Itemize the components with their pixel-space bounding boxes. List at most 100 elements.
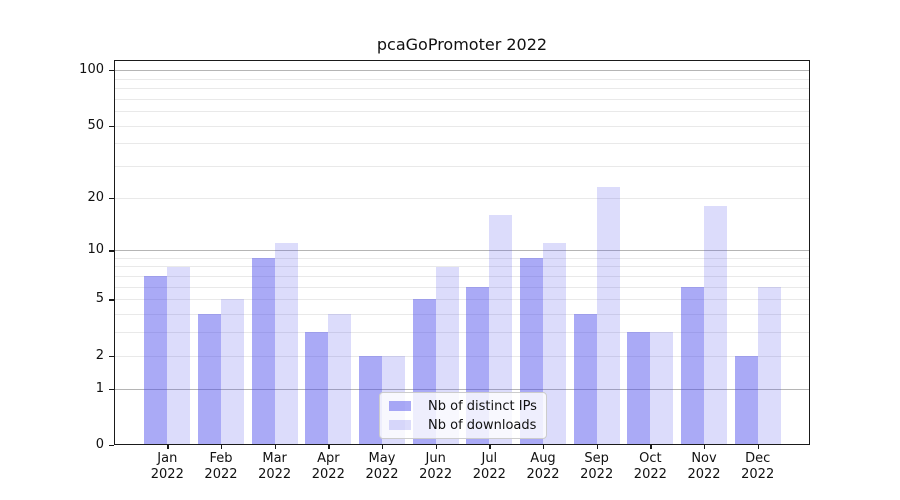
x-tick-label: Jan 2022 (135, 451, 199, 483)
y-tick-mark (109, 388, 114, 391)
bar-downloads (650, 332, 674, 445)
x-tick-year: 2022 (526, 467, 560, 482)
bar-distinct-ips (251, 257, 275, 445)
x-tick-month: Nov (691, 451, 717, 466)
bar-distinct-ips (681, 286, 705, 445)
y-tick-mark (109, 299, 114, 301)
y-tick-label: 5 (95, 291, 104, 307)
legend-swatch-downloads (389, 420, 411, 430)
bar-distinct-ips (305, 332, 329, 445)
gridline-minor (114, 299, 810, 301)
x-tick-year: 2022 (150, 467, 184, 482)
gridline-minor (114, 286, 810, 288)
bar-distinct-ips (197, 314, 221, 445)
bar-distinct-ips (144, 276, 168, 445)
x-tick-mark (704, 445, 706, 449)
x-tick-label: May 2022 (350, 451, 414, 483)
bar-downloads (596, 186, 620, 445)
gridline-minor (114, 197, 810, 199)
x-tick-label: Feb 2022 (189, 451, 253, 483)
y-tick-mark (109, 70, 114, 72)
y-tick-mark (109, 125, 114, 127)
gridline-minor (114, 143, 810, 145)
x-tick-month: Aug (530, 451, 556, 466)
bar-downloads (167, 266, 191, 445)
x-tick-mark (274, 445, 277, 449)
gridline-minor (114, 87, 810, 89)
gridline-minor (114, 266, 810, 268)
x-tick-month: Jan (157, 451, 178, 466)
x-tick-mark (167, 445, 169, 449)
gridline-minor (114, 166, 810, 167)
legend: Nb of distinct IPs Nb of downloads (379, 392, 547, 439)
bar-downloads (757, 286, 781, 445)
x-tick-year: 2022 (580, 467, 614, 482)
legend-label-downloads: Nb of downloads (428, 417, 537, 433)
gridline-minor (114, 276, 810, 278)
bar-downloads (274, 243, 298, 445)
x-tick-month: Jun (425, 451, 446, 466)
y-tick-mark (109, 445, 114, 447)
x-tick-label: Dec 2022 (726, 451, 790, 483)
x-tick-year: 2022 (633, 467, 667, 482)
x-tick-month: Dec (745, 451, 771, 466)
bar-distinct-ips (627, 332, 651, 445)
y-tick-mark (109, 355, 114, 358)
y-tick-label: 2 (95, 347, 104, 363)
y-tick-label: 10 (87, 242, 104, 258)
x-tick-month: Mar (262, 451, 287, 466)
x-tick-mark (381, 445, 384, 449)
x-tick-year: 2022 (687, 467, 721, 482)
x-tick-label: Oct 2022 (618, 451, 682, 483)
bar-distinct-ips (573, 314, 597, 445)
x-tick-mark (543, 445, 545, 449)
x-tick-label: Jul 2022 (457, 451, 521, 483)
bar-downloads (543, 243, 566, 445)
y-tick-mark (109, 197, 114, 200)
x-tick-label: Mar 2022 (243, 451, 307, 483)
x-tick-year: 2022 (311, 467, 345, 482)
gridline-major (114, 388, 810, 390)
y-tick-label: 0 (95, 437, 104, 452)
chart-title: pcaGoPromoter 2022 (376, 35, 548, 54)
x-tick-mark (489, 445, 491, 449)
x-tick-year: 2022 (741, 467, 775, 482)
legend-swatch-distinct-ips (389, 401, 411, 411)
bar-downloads (328, 314, 352, 445)
legend-item-distinct-ips: Nb of distinct IPs (389, 398, 537, 414)
bar-distinct-ips (734, 355, 758, 445)
plot-area: Nb of distinct IPs Nb of downloads (114, 60, 810, 445)
gridline-minor (114, 314, 810, 316)
x-tick-mark (650, 445, 652, 449)
gridline-minor (114, 332, 810, 334)
x-tick-label: Jun 2022 (404, 451, 468, 483)
x-tick-year: 2022 (472, 467, 506, 482)
x-tick-label: Apr 2022 (296, 451, 360, 483)
bar-distinct-ips (358, 355, 382, 445)
gridline-minor (114, 257, 810, 259)
gridline-minor (114, 78, 810, 80)
x-tick-year: 2022 (258, 467, 292, 482)
x-tick-mark (596, 445, 599, 449)
bar-downloads (220, 299, 244, 445)
y-tick-label: 20 (87, 189, 104, 205)
gridline-minor (114, 98, 810, 100)
x-tick-mark (757, 445, 760, 449)
gridline-minor (114, 355, 810, 357)
x-tick-mark (220, 445, 223, 449)
y-tick-label: 1 (95, 380, 104, 396)
gridline-minor (114, 125, 810, 127)
x-tick-year: 2022 (365, 467, 399, 482)
x-tick-year: 2022 (204, 467, 238, 482)
y-tick-label: 50 (87, 117, 104, 133)
y-tick-label: 100 (79, 62, 104, 78)
x-tick-label: Aug 2022 (511, 451, 575, 483)
bar-downloads (704, 205, 728, 445)
y-tick-mark (109, 250, 114, 252)
bar-downloads (489, 214, 513, 445)
x-tick-mark (328, 445, 330, 449)
x-tick-month: Jul (481, 451, 498, 466)
legend-item-downloads: Nb of downloads (389, 417, 537, 433)
x-tick-month: Apr (317, 451, 340, 466)
